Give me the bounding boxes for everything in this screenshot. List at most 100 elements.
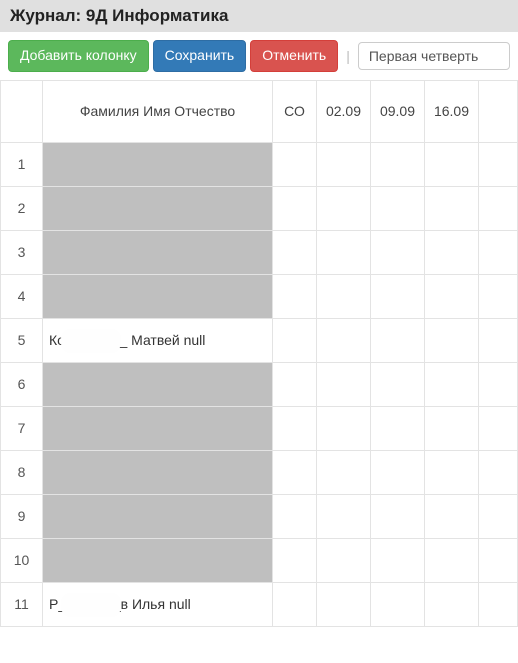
redacted-block — [43, 539, 272, 582]
col-date-header-0-text: 02.09 — [326, 103, 361, 119]
cell-rest — [479, 142, 518, 186]
row-name-cell[interactable] — [43, 494, 273, 538]
table-row: 1 — [1, 142, 518, 186]
cell-co[interactable] — [273, 318, 317, 362]
table-row: 8 — [1, 450, 518, 494]
table-row: 5 Ко________ Матвей null — [1, 318, 518, 362]
period-select-value: Первая четверть — [369, 48, 478, 64]
row-name-cell[interactable] — [43, 274, 273, 318]
cell-date[interactable] — [425, 142, 479, 186]
row-name-cell[interactable]: Р________в Илья null — [43, 582, 273, 626]
row-name-text: Р________в Илья null — [49, 596, 191, 612]
cell-date[interactable] — [371, 142, 425, 186]
cell-date[interactable] — [317, 494, 371, 538]
period-select[interactable]: Первая четверть — [358, 42, 510, 70]
cell-co[interactable] — [273, 186, 317, 230]
cell-date[interactable] — [425, 186, 479, 230]
row-name-cell[interactable] — [43, 230, 273, 274]
cell-rest — [479, 318, 518, 362]
cancel-button[interactable]: Отменить — [250, 40, 338, 72]
cell-rest — [479, 450, 518, 494]
cell-date[interactable] — [371, 274, 425, 318]
add-column-label: Добавить колонку — [20, 47, 137, 63]
grade-table: Фамилия Имя Отчество СО 02.09 09.09 16.0… — [0, 80, 518, 627]
cell-date[interactable] — [371, 318, 425, 362]
cell-rest — [479, 494, 518, 538]
redacted-block — [43, 363, 272, 406]
cell-co[interactable] — [273, 406, 317, 450]
cell-co[interactable] — [273, 538, 317, 582]
save-button[interactable]: Сохранить — [153, 40, 247, 72]
cell-date[interactable] — [317, 582, 371, 626]
cell-date[interactable] — [425, 230, 479, 274]
add-column-button[interactable]: Добавить колонку — [8, 40, 149, 72]
redacted-block — [43, 143, 272, 186]
cell-date[interactable] — [317, 318, 371, 362]
cell-date[interactable] — [425, 538, 479, 582]
table-row: 3 — [1, 230, 518, 274]
cell-date[interactable] — [371, 406, 425, 450]
cell-date[interactable] — [317, 450, 371, 494]
cell-date[interactable] — [371, 230, 425, 274]
cell-date[interactable] — [425, 362, 479, 406]
cell-date[interactable] — [317, 274, 371, 318]
table-row: 10 — [1, 538, 518, 582]
cell-co[interactable] — [273, 230, 317, 274]
redacted-block — [43, 407, 272, 450]
redacted-block — [43, 451, 272, 494]
row-name-cell[interactable] — [43, 538, 273, 582]
table-row: 2 — [1, 186, 518, 230]
page-title: Журнал: 9Д Информатика — [0, 0, 518, 32]
cell-date[interactable] — [425, 274, 479, 318]
cell-date[interactable] — [425, 318, 479, 362]
cell-date[interactable] — [317, 538, 371, 582]
cell-date[interactable] — [425, 494, 479, 538]
cell-co[interactable] — [273, 494, 317, 538]
row-name-cell[interactable]: Ко________ Матвей null — [43, 318, 273, 362]
cell-date[interactable] — [371, 582, 425, 626]
row-name-cell[interactable] — [43, 450, 273, 494]
toolbar-divider: | — [342, 48, 354, 64]
row-index: 5 — [1, 318, 43, 362]
cell-date[interactable] — [317, 142, 371, 186]
row-index: 7 — [1, 406, 43, 450]
header-row: Фамилия Имя Отчество СО 02.09 09.09 16.0… — [1, 80, 518, 142]
row-name-cell[interactable] — [43, 186, 273, 230]
cell-date[interactable] — [317, 362, 371, 406]
page-title-text: Журнал: 9Д Информатика — [10, 6, 228, 25]
cell-co[interactable] — [273, 450, 317, 494]
row-name-cell[interactable] — [43, 142, 273, 186]
cell-co[interactable] — [273, 274, 317, 318]
cell-date[interactable] — [371, 362, 425, 406]
cell-rest — [479, 406, 518, 450]
cell-date[interactable] — [371, 494, 425, 538]
cell-rest — [479, 538, 518, 582]
col-date-header-1[interactable]: 09.09 — [371, 80, 425, 142]
row-index: 4 — [1, 274, 43, 318]
col-name-header-text: Фамилия Имя Отчество — [80, 103, 235, 119]
cell-co[interactable] — [273, 142, 317, 186]
row-name-text: Ко________ Матвей null — [49, 332, 205, 348]
col-date-header-2[interactable]: 16.09 — [425, 80, 479, 142]
col-co-header-text: СО — [284, 103, 305, 119]
cell-date[interactable] — [371, 450, 425, 494]
cell-date[interactable] — [371, 186, 425, 230]
cell-date[interactable] — [317, 406, 371, 450]
cell-date[interactable] — [371, 538, 425, 582]
row-name-cell[interactable] — [43, 406, 273, 450]
col-index-header — [1, 80, 43, 142]
cell-date[interactable] — [425, 450, 479, 494]
col-name-header[interactable]: Фамилия Имя Отчество — [43, 80, 273, 142]
col-co-header[interactable]: СО — [273, 80, 317, 142]
cell-co[interactable] — [273, 362, 317, 406]
cell-date[interactable] — [425, 582, 479, 626]
cell-co[interactable] — [273, 582, 317, 626]
col-date-header-2-text: 16.09 — [434, 103, 469, 119]
redacted-block — [43, 275, 272, 318]
col-date-header-0[interactable]: 02.09 — [317, 80, 371, 142]
cell-date[interactable] — [317, 230, 371, 274]
cancel-label: Отменить — [262, 47, 326, 63]
cell-date[interactable] — [317, 186, 371, 230]
row-name-cell[interactable] — [43, 362, 273, 406]
cell-date[interactable] — [425, 406, 479, 450]
